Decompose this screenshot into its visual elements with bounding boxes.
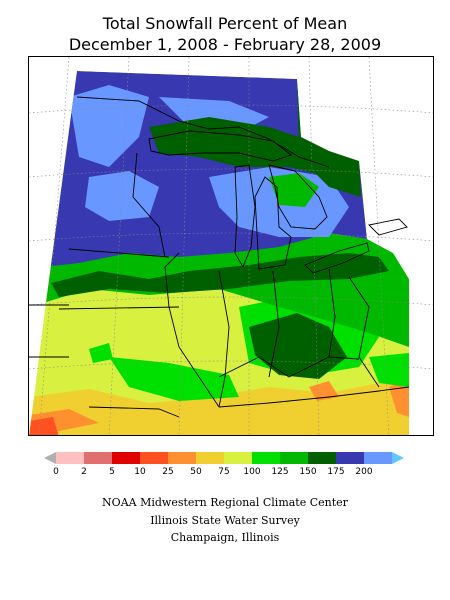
legend-bar: [44, 452, 404, 464]
legend-tick-label: 125: [271, 467, 289, 477]
band-5-10-sw: [29, 417, 59, 435]
legend-tick-label: 175: [327, 467, 345, 477]
snowfall-map-svg: [29, 57, 433, 435]
legend-swatch: [140, 452, 168, 464]
graticule: [29, 57, 433, 435]
legend-high-arrow: [392, 452, 404, 464]
legend-swatch: [112, 452, 140, 464]
legend-tick-label: 10: [134, 467, 146, 477]
band-175-200-w: [85, 171, 159, 221]
band-10-25-se: [389, 379, 409, 417]
legend-swatch: [224, 452, 252, 464]
map-title: Total Snowfall Percent of Mean: [102, 14, 348, 33]
legend-tick-label: 2: [81, 467, 87, 477]
legend-tick-label: 100: [243, 467, 261, 477]
legend-swatch: [336, 452, 364, 464]
legend-swatch: [84, 452, 112, 464]
snowfall-map: [28, 56, 434, 436]
band-125-150-core: [249, 313, 347, 379]
band-10-25-mid: [309, 381, 339, 401]
credit-line-1: NOAA Midwestern Regional Climate Center: [102, 496, 348, 509]
band-25-50-se: [279, 401, 389, 435]
legend-tick-label: 200: [355, 467, 373, 477]
band-75-100-c: [369, 353, 409, 387]
band-75-100-d: [89, 343, 113, 363]
band-125-150-lakes: [149, 117, 329, 177]
legend-tick-label: 25: [162, 467, 174, 477]
legend-swatch: [252, 452, 280, 464]
color-legend: [44, 452, 406, 464]
band-75-100-a: [109, 357, 239, 401]
boundaries: [29, 96, 410, 418]
credit-line-2: Illinois State Water Survey: [150, 514, 300, 527]
map-subtitle: December 1, 2008 - February 28, 2009: [68, 35, 382, 54]
legend-tick-label: 150: [299, 467, 317, 477]
band-175-200-nw: [69, 85, 149, 167]
legend-swatch: [56, 452, 84, 464]
legend-swatch: [196, 452, 224, 464]
band-125-150-ne: [297, 77, 361, 197]
legend-swatch: [280, 452, 308, 464]
legend-swatch: [168, 452, 196, 464]
legend-tick-label: 5: [109, 467, 115, 477]
legend-tick-label: 50: [190, 467, 202, 477]
legend-low-arrow: [44, 452, 56, 464]
legend-tick-label: 0: [53, 467, 59, 477]
credit-line-3: Champaign, Illinois: [170, 531, 280, 544]
legend-tick-label: 75: [218, 467, 230, 477]
legend-swatch: [364, 452, 392, 464]
band-100-125-lakes: [269, 173, 319, 207]
legend-swatch: [308, 452, 336, 464]
